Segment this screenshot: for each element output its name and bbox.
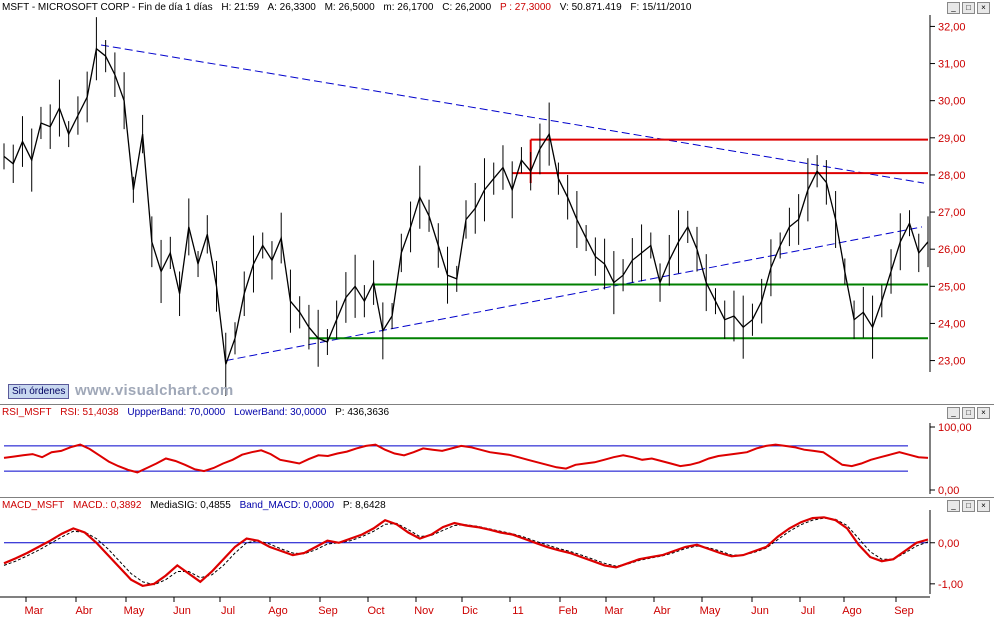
macd-window-buttons: _ □ ×	[947, 500, 990, 512]
support-trendline	[225, 226, 923, 362]
y-tick-label: 27,00	[938, 207, 966, 219]
y-tick-label: 31,00	[938, 59, 966, 71]
macd-p-value: P: 8,6428	[342, 500, 386, 511]
low-value: m: 26,1700	[383, 2, 434, 13]
macd-band-value: Band_MACD: 0,0000	[239, 500, 335, 511]
maximize-button[interactable]: □	[962, 500, 975, 512]
macd-signal-value: MediaSIG: 0,4855	[150, 500, 231, 511]
maximize-button[interactable]: □	[962, 2, 975, 14]
panel-separator	[0, 404, 994, 405]
x-tick-label: Abr	[653, 605, 670, 617]
panel-separator	[0, 497, 994, 498]
y-tick-label: 32,00	[938, 21, 966, 33]
macd-value: MACD.: 0,3892	[73, 500, 142, 511]
x-tick-label: May	[700, 605, 721, 617]
x-tick-label: Jun	[751, 605, 769, 617]
rsi-value: RSI: 51,4038	[60, 407, 119, 418]
x-tick-label: Mar	[25, 605, 44, 617]
x-tick-label: Oct	[367, 605, 384, 617]
y-tick-label: 0,00	[938, 485, 959, 497]
open-value: A: 26,3300	[267, 2, 316, 13]
macd-header: MACD_MSFT MACD.: 0,3892 MediaSIG: 0,4855…	[0, 498, 932, 514]
x-tick-label: Mar	[605, 605, 624, 617]
close-button[interactable]: ×	[977, 407, 990, 419]
y-tick-label: 26,00	[938, 244, 966, 256]
x-tick-label: May	[124, 605, 145, 617]
orders-badge[interactable]: Sin órdenes	[8, 384, 70, 399]
rsi-window-buttons: _ □ ×	[947, 407, 990, 419]
y-tick-label: 29,00	[938, 133, 966, 145]
x-tick-label: Sep	[894, 605, 914, 617]
resistance-trendline	[100, 44, 925, 184]
x-tick-label: Dic	[462, 605, 478, 617]
close-value: C: 26,2000	[442, 2, 492, 13]
rsi-header: RSI_MSFT RSI: 51,4038 UppperBand: 70,000…	[0, 405, 932, 421]
high-value: M: 26,5000	[324, 2, 375, 13]
close-button[interactable]: ×	[977, 2, 990, 14]
rsi-p-value: P: 436,3636	[335, 407, 390, 418]
minimize-button[interactable]: _	[947, 2, 960, 14]
rsi-panel: RSI_MSFT RSI: 51,4038 UppperBand: 70,000…	[0, 405, 994, 497]
y-tick-label: 30,00	[938, 96, 966, 108]
volume-value: V: 50.871.419	[559, 2, 622, 13]
x-tick-label: Feb	[559, 605, 578, 617]
date-value: F: 15/11/2010	[630, 2, 692, 13]
y-tick-label: 100,00	[938, 422, 972, 434]
minimize-button[interactable]: _	[947, 407, 960, 419]
macd-panel: MACD_MSFT MACD.: 0,3892 MediaSIG: 0,4855…	[0, 498, 994, 618]
y-tick-label: -1,00	[938, 579, 963, 591]
symbol-title: MSFT - MICROSOFT CORP - Fin de día 1 día…	[2, 2, 213, 13]
x-tick-label: Ago	[842, 605, 862, 617]
macd-name: MACD_MSFT	[2, 500, 65, 511]
y-tick-label: 0,00	[938, 538, 959, 550]
x-tick-label: Jul	[801, 605, 815, 617]
close-button[interactable]: ×	[977, 500, 990, 512]
watermark-text: www.visualchart.com	[75, 382, 234, 399]
price-window-buttons: _ □ ×	[947, 2, 990, 14]
price-chart[interactable]: 32,00 31,00 30,00 29,00 28,00 27,00 26,00 25,00…	[0, 0, 994, 404]
price-panel: MSFT - MICROSOFT CORP - Fin de día 1 día…	[0, 0, 994, 404]
x-tick-label: Sep	[318, 605, 338, 617]
macd-series-line	[3, 516, 929, 588]
y-tick-label: 24,00	[938, 318, 966, 330]
x-tick-label: Nov	[414, 605, 434, 617]
rsi-series-line	[3, 443, 929, 474]
rsi-upper-band: UppperBand: 70,0000	[127, 407, 226, 418]
x-tick-label: Ago	[268, 605, 288, 617]
rsi-name: RSI_MSFT	[2, 407, 52, 418]
y-tick-label: 25,00	[938, 281, 966, 293]
price-header: MSFT - MICROSOFT CORP - Fin de día 1 día…	[0, 0, 932, 16]
y-tick-label: 23,00	[938, 356, 966, 368]
maximize-button[interactable]: □	[962, 407, 975, 419]
p-value: P : 27,3000	[499, 2, 551, 13]
x-tick-label: 11	[512, 605, 523, 617]
y-tick-label: 28,00	[938, 170, 966, 182]
rsi-chart[interactable]: 100,00 0,00	[0, 405, 994, 497]
minimize-button[interactable]: _	[947, 500, 960, 512]
hour-value: H: 21:59	[221, 2, 260, 13]
x-tick-label: Jun	[173, 605, 191, 617]
x-tick-label: Abr	[75, 605, 92, 617]
x-tick-label: Jul	[221, 605, 235, 617]
macd-chart[interactable]: 0,00 -1,00 Mar Abr May Jun Jul Ago Sep Oct Nov Dic 1…	[0, 498, 994, 618]
rsi-lower-band: LowerBand: 30,0000	[234, 407, 327, 418]
